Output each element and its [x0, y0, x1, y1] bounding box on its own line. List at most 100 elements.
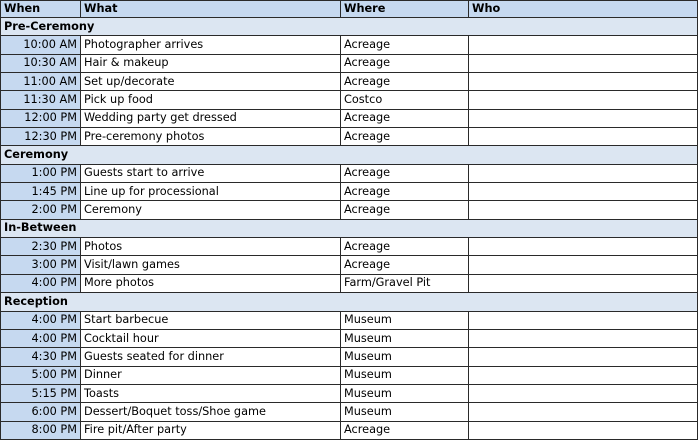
cell-who[interactable] [468, 365, 698, 385]
cell-when[interactable]: 6:00 PM [0, 402, 81, 422]
cell-who[interactable] [468, 127, 698, 147]
cell-where[interactable]: Acreage [340, 163, 469, 184]
cell-who[interactable] [468, 237, 698, 257]
cell-when[interactable]: 1:00 PM [0, 163, 81, 184]
cell-when[interactable]: 5:15 PM [0, 383, 81, 404]
table-row: 8:00 PM Fire pit/After party Acreage [0, 420, 698, 441]
cell-where[interactable]: Acreage [340, 255, 469, 275]
cell-what[interactable]: Start barbecue [80, 310, 341, 330]
cell-what[interactable]: Toasts [80, 383, 341, 404]
section-title[interactable]: Ceremony [0, 145, 698, 165]
cell-who[interactable] [468, 90, 698, 110]
cell-where[interactable]: Acreage [340, 108, 469, 129]
cell-who[interactable] [468, 255, 698, 275]
table-row: 4:00 PM Start barbecue Museum [0, 310, 698, 330]
cell-when[interactable]: 10:30 AM [0, 53, 81, 74]
cell-when[interactable]: 11:00 AM [0, 72, 81, 92]
cell-where[interactable]: Costco [340, 90, 469, 110]
cell-what[interactable]: Fire pit/After party [80, 420, 341, 441]
cell-when[interactable]: 1:45 PM [0, 182, 81, 202]
cell-when[interactable]: 5:00 PM [0, 365, 81, 385]
cell-who[interactable] [468, 273, 698, 294]
cell-when[interactable]: 3:00 PM [0, 255, 81, 275]
header-where[interactable]: Where [340, 0, 469, 18]
cell-where[interactable]: Museum [340, 328, 469, 349]
table-row: 2:00 PM Ceremony Acreage [0, 200, 698, 220]
cell-who[interactable] [468, 182, 698, 202]
cell-where[interactable]: Acreage [340, 53, 469, 74]
cell-where[interactable]: Acreage [340, 420, 469, 441]
table-row: 4:00 PM More photos Farm/Gravel Pit [0, 273, 698, 294]
table-row: 6:00 PM Dessert/Boquet toss/Shoe game Muse… [0, 402, 698, 422]
header-when[interactable]: When [0, 0, 81, 18]
table-row: 12:30 PM Pre-ceremony photos Acreage [0, 127, 698, 147]
header-who[interactable]: Who [468, 0, 698, 18]
cell-who[interactable] [468, 72, 698, 92]
header-what[interactable]: What [80, 0, 341, 18]
cell-where[interactable]: Museum [340, 402, 469, 422]
cell-where[interactable]: Acreage [340, 182, 469, 202]
cell-what[interactable]: Hair & makeup [80, 53, 341, 74]
cell-when[interactable]: 4:00 PM [0, 310, 81, 330]
table-row: 5:15 PM Toasts Museum [0, 383, 698, 404]
cell-who[interactable] [468, 402, 698, 422]
cell-what[interactable]: Pick up food [80, 90, 341, 110]
cell-what[interactable]: Photos [80, 237, 341, 257]
cell-when[interactable]: 11:30 AM [0, 90, 81, 110]
cell-what[interactable]: Photographer arrives [80, 35, 341, 55]
cell-when[interactable]: 4:00 PM [0, 328, 81, 349]
cell-what[interactable]: Dinner [80, 365, 341, 385]
cell-where[interactable]: Acreage [340, 200, 469, 220]
cell-who[interactable] [468, 108, 698, 129]
cell-what[interactable]: More photos [80, 273, 341, 294]
cell-when[interactable]: 4:00 PM [0, 273, 81, 294]
section-row: In-Between [0, 218, 698, 239]
section-title[interactable]: In-Between [0, 218, 698, 239]
cell-when[interactable]: 2:00 PM [0, 200, 81, 220]
table-row: 10:00 AM Photographer arrives Acreage [0, 35, 698, 55]
cell-when[interactable]: 4:30 PM [0, 347, 81, 367]
table-row: 10:30 AM Hair & makeup Acreage [0, 53, 698, 74]
cell-where[interactable]: Museum [340, 347, 469, 367]
section-title[interactable]: Pre-Ceremony [0, 16, 698, 37]
cell-where[interactable]: Acreage [340, 72, 469, 92]
cell-what[interactable]: Line up for processional [80, 182, 341, 202]
cell-where[interactable]: Museum [340, 310, 469, 330]
cell-what[interactable]: Visit/lawn games [80, 255, 341, 275]
cell-who[interactable] [468, 35, 698, 55]
cell-what[interactable]: Dessert/Boquet toss/Shoe game [80, 402, 341, 422]
cell-where[interactable]: Farm/Gravel Pit [340, 273, 469, 294]
cell-when[interactable]: 12:00 PM [0, 108, 81, 129]
cell-who[interactable] [468, 163, 698, 184]
table-row: 11:30 AM Pick up food Costco [0, 90, 698, 110]
cell-where[interactable]: Museum [340, 365, 469, 385]
cell-where[interactable]: Museum [340, 383, 469, 404]
cell-when[interactable]: 2:30 PM [0, 237, 81, 257]
cell-where[interactable]: Acreage [340, 35, 469, 55]
cell-where[interactable]: Acreage [340, 127, 469, 147]
cell-who[interactable] [468, 310, 698, 330]
cell-who[interactable] [468, 328, 698, 349]
schedule-body: Pre-Ceremony 10:00 AM Photographer arrives… [0, 16, 698, 441]
cell-when[interactable]: 8:00 PM [0, 420, 81, 441]
cell-what[interactable]: Cocktail hour [80, 328, 341, 349]
cell-what[interactable]: Ceremony [80, 200, 341, 220]
cell-who[interactable] [468, 420, 698, 441]
cell-what[interactable]: Guests start to arrive [80, 163, 341, 184]
cell-who[interactable] [468, 53, 698, 74]
table-row: 4:30 PM Guests seated for dinner Museum [0, 347, 698, 367]
cell-who[interactable] [468, 200, 698, 220]
cell-when[interactable]: 12:30 PM [0, 127, 81, 147]
cell-who[interactable] [468, 347, 698, 367]
cell-what[interactable]: Pre-ceremony photos [80, 127, 341, 147]
cell-where[interactable]: Acreage [340, 237, 469, 257]
section-row: Reception [0, 292, 698, 312]
cell-what[interactable]: Set up/decorate [80, 72, 341, 92]
table-row: 3:00 PM Visit/lawn games Acreage [0, 255, 698, 275]
cell-what[interactable]: Wedding party get dressed [80, 108, 341, 129]
cell-who[interactable] [468, 383, 698, 404]
section-title[interactable]: Reception [0, 292, 698, 312]
cell-what[interactable]: Guests seated for dinner [80, 347, 341, 367]
cell-when[interactable]: 10:00 AM [0, 35, 81, 55]
